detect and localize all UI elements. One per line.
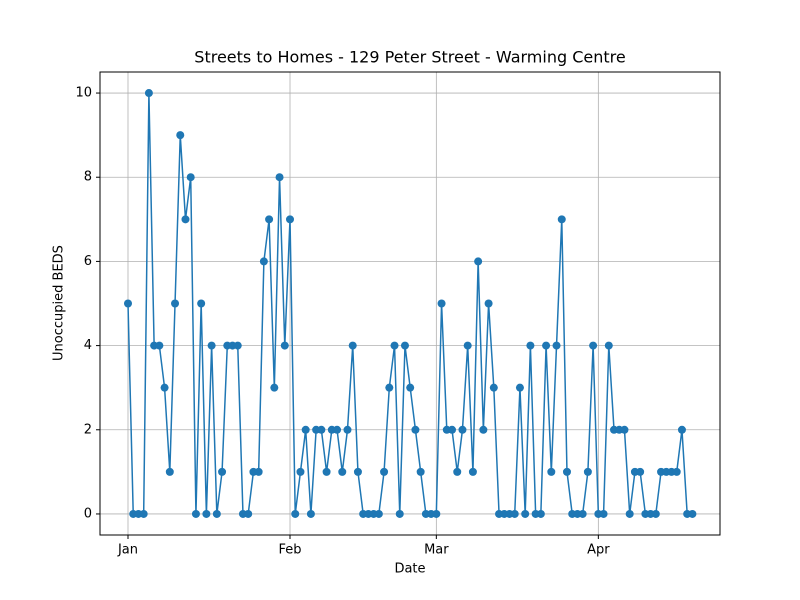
data-point [155,341,164,350]
data-point [526,341,535,350]
x-tick-label: Mar [424,543,449,558]
grid [100,72,720,535]
data-point [400,341,409,350]
data-point [124,299,132,308]
data-point [254,467,263,476]
data-point [474,257,483,266]
data-point [688,509,697,518]
y-tick-label: 4 [84,338,92,353]
data-point [521,509,530,518]
data-point [233,341,242,350]
data-point [270,383,279,392]
data-point [411,425,420,434]
data-point [604,341,613,350]
y-tick-label: 2 [84,422,92,437]
data-point [583,467,592,476]
data-point [202,509,211,518]
data-point [280,341,289,350]
data-point [620,425,629,434]
data-point [458,425,467,434]
data-point [186,173,195,182]
data-point [374,509,383,518]
data-point [489,383,498,392]
chart-title: Streets to Homes - 129 Peter Street - Wa… [194,48,625,67]
data-point [510,509,519,518]
data-point [301,425,310,434]
axes-frame [99,71,721,536]
data-point [296,467,305,476]
data-point [353,467,362,476]
data-point [181,215,190,224]
data-point [286,215,295,224]
data-point [578,509,587,518]
data-point [468,467,477,476]
data-point [207,341,216,350]
data-point [171,299,180,308]
data-point [191,509,200,518]
data-point [515,383,524,392]
data-point [437,299,446,308]
data-point [406,383,415,392]
data-point [390,341,399,350]
data-point [385,383,394,392]
data-point [144,89,153,98]
data-point [380,467,389,476]
y-tick-label: 0 [84,506,92,521]
data-point [333,425,342,434]
plot-area [124,89,697,518]
data-point [479,425,488,434]
data-point [432,509,441,518]
data-point [448,425,457,434]
data-point [557,215,566,224]
data-point [651,509,660,518]
y-tick-label: 8 [84,170,92,185]
data-point [589,341,598,350]
data-point [212,509,221,518]
x-axis-label: Date [394,562,425,577]
y-tick-label: 10 [75,86,92,101]
data-point [677,425,686,434]
data-point [536,509,545,518]
data-point [625,509,634,518]
data-point [176,131,185,140]
data-point [562,467,571,476]
data-point [343,425,352,434]
data-point [484,299,493,308]
y-tick-label: 6 [84,254,92,269]
data-point [165,467,174,476]
data-point [197,299,206,308]
data-point [139,509,148,518]
data-point [259,257,268,266]
data-point [160,383,169,392]
data-point [306,509,315,518]
data-point [338,467,347,476]
data-point [275,173,284,182]
data-point [599,509,608,518]
data-point [552,341,561,350]
data-point [463,341,472,350]
data-point [244,509,253,518]
y-axis-label: Unoccupied BEDS [52,245,67,361]
data-point [265,215,274,224]
data-point [416,467,425,476]
x-tick-label: Jan [117,543,138,558]
data-point [322,467,331,476]
data-point [636,467,645,476]
data-point [218,467,227,476]
data-point [348,341,357,350]
data-point [672,467,681,476]
data-point [542,341,551,350]
data-point [291,509,300,518]
data-point [395,509,404,518]
x-tick-label: Feb [278,543,301,558]
data-point [317,425,326,434]
data-point [453,467,462,476]
data-point [547,467,556,476]
x-tick-label: Apr [587,543,610,558]
